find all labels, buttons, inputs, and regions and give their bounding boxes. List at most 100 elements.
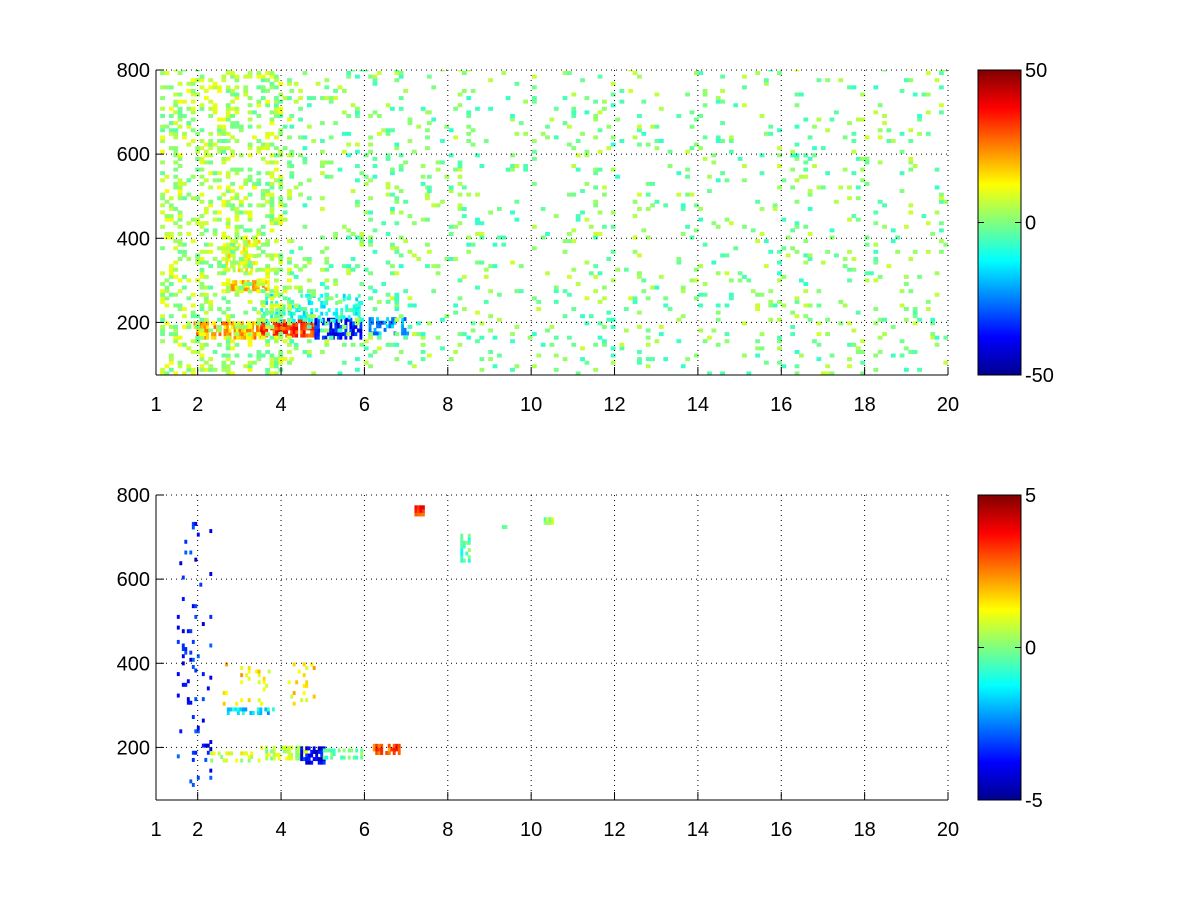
heatmap-cell [266,283,270,288]
heatmap-cell [300,746,304,751]
heatmap-cell [177,189,183,194]
heatmap-cell [420,357,426,362]
heatmap-cell [182,285,187,290]
x-tick-label: 6 [359,394,370,416]
heatmap-cell [457,203,463,208]
heatmap-cell [272,745,276,750]
heatmap-cell [238,321,242,326]
heatmap-cell [351,332,355,337]
heatmap-cell [256,228,262,233]
heatmap-cell [462,558,466,563]
heatmap-cell [273,253,279,258]
heatmap-cell [715,310,721,315]
heatmap-cell [571,106,577,111]
heatmap-cell [359,235,365,240]
heatmap-cell [173,260,179,265]
heatmap-cell [246,328,249,333]
heatmap-cell [265,332,270,337]
heatmap-cell [899,353,905,358]
heatmap-cell [235,758,239,763]
heatmap-cell [208,285,214,290]
heatmap-cell [860,117,866,122]
heatmap-cell [908,349,914,354]
heatmap-cell [637,128,642,133]
heatmap-cell [295,308,299,313]
heatmap-cell [269,71,275,76]
heatmap-cell [287,360,292,365]
heatmap-cell [305,749,309,754]
heatmap-cell [488,314,493,319]
heatmap-cell [610,103,616,108]
heatmap-cell [247,299,253,304]
heatmap-cell [510,367,515,372]
heatmap-cell [287,752,291,757]
heatmap-cell [934,78,940,83]
heatmap-cell [270,315,274,320]
heatmap-cell [641,278,647,283]
heatmap-cell [307,318,311,323]
heatmap-cell [269,310,275,315]
heatmap-cell [243,310,249,315]
heatmap-cell [195,146,200,151]
heatmap-cell [763,131,769,136]
heatmap-cell [164,231,170,236]
heatmap-cell [440,70,445,72]
heatmap-cell [212,217,218,222]
heatmap-cell [204,757,208,762]
heatmap-cell [260,146,266,151]
heatmap-cell [593,199,599,204]
heatmap-cell [606,317,612,322]
heatmap-cell [315,757,319,762]
heatmap-cell [912,310,918,315]
heatmap-cell [221,271,227,276]
heatmap-cell [350,342,356,347]
heatmap-cell [798,92,804,97]
heatmap-cell [930,332,936,337]
heatmap-cell [300,319,304,324]
heatmap-cell [855,346,861,351]
heatmap-cell [355,74,360,79]
heatmap-cell [536,307,542,312]
heatmap-cell [610,135,616,140]
heatmap-cell [190,371,196,375]
heatmap-cell [531,85,537,90]
heatmap-cell [251,328,254,333]
heatmap-cell [363,210,369,215]
heatmap-cell [290,756,294,761]
heatmap-cell [201,324,204,329]
heatmap-cell [305,293,309,298]
heatmap-cell [160,328,165,333]
heatmap-cell [243,335,247,340]
heatmap-cell [492,242,498,247]
heatmap-cell [925,131,931,136]
heatmap-cell [825,128,831,133]
heatmap-cell [229,287,233,292]
heatmap-cell [492,264,498,269]
heatmap-cell [715,96,721,101]
heatmap-cell [431,203,437,208]
heatmap-cell [794,349,800,354]
heatmap-cell [693,267,699,272]
heatmap-cell [344,335,348,340]
heatmap-cell [310,322,314,327]
heatmap-cell [234,285,240,290]
heatmap-cell [265,367,270,372]
heatmap-cell [628,296,634,301]
heatmap-cell [571,228,577,233]
heatmap-cell [698,113,704,118]
heatmap-cell [467,533,471,538]
heatmap-cell [385,299,391,304]
heatmap-cell [470,328,476,333]
heatmap-cell [755,71,760,76]
heatmap-cell [334,317,338,322]
heatmap-cell [372,174,378,179]
heatmap-cell [641,131,647,136]
heatmap-cell [238,224,244,229]
heatmap-cell [243,178,249,183]
heatmap-cell [287,745,291,750]
heatmap-cell [203,324,207,329]
heatmap-cell [234,196,240,201]
heatmap-cell [260,317,266,322]
heatmap-cell [333,88,338,93]
heatmap-cell [615,267,620,272]
